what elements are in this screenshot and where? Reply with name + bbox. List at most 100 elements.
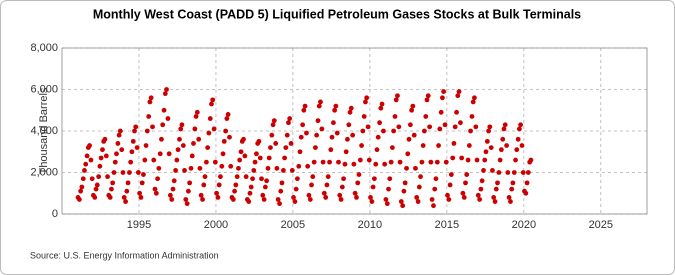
point (458, 120, 463, 126)
point (202, 174, 208, 180)
point (478, 186, 484, 192)
point (111, 170, 117, 175)
point (297, 149, 303, 155)
point (98, 155, 104, 161)
point (384, 201, 390, 207)
point (523, 190, 529, 196)
point (483, 149, 489, 155)
point (92, 195, 98, 200)
point (169, 197, 175, 202)
point (309, 182, 314, 188)
point (350, 132, 356, 138)
point (343, 149, 349, 155)
point (189, 153, 195, 159)
point (119, 147, 125, 153)
point (481, 168, 486, 173)
point (201, 182, 207, 188)
point (493, 186, 499, 192)
point (79, 184, 85, 190)
point (306, 192, 312, 198)
point (418, 174, 423, 180)
point (323, 195, 329, 200)
point (80, 176, 86, 182)
point (470, 99, 476, 105)
x-tick-label: 2000 (204, 219, 228, 231)
point (128, 159, 134, 165)
point (328, 147, 334, 153)
point (397, 159, 403, 165)
point (82, 168, 87, 173)
point (187, 180, 193, 186)
point (200, 197, 205, 202)
point (498, 147, 504, 153)
point (491, 195, 497, 200)
point (348, 105, 354, 111)
point (185, 188, 191, 194)
point (236, 165, 241, 171)
y-tick-label: 2,000 (30, 166, 58, 178)
point (314, 132, 320, 138)
point (270, 122, 276, 128)
point (447, 182, 453, 188)
point (273, 141, 279, 146)
point (174, 157, 180, 163)
point (135, 170, 141, 175)
point (332, 107, 338, 113)
point (216, 182, 222, 188)
point (183, 197, 189, 202)
point (247, 190, 253, 196)
point (337, 192, 343, 198)
point (484, 138, 490, 144)
point (198, 192, 204, 198)
point (342, 161, 348, 167)
point (296, 163, 302, 169)
point (431, 203, 436, 209)
point (516, 126, 522, 132)
point (243, 174, 249, 180)
point (167, 192, 173, 198)
point (268, 145, 273, 151)
point (230, 197, 236, 202)
point (373, 161, 379, 167)
point (327, 159, 332, 165)
point (132, 128, 137, 134)
point (307, 197, 313, 202)
point (378, 105, 384, 111)
point (206, 130, 212, 136)
point (250, 176, 255, 182)
point (130, 138, 136, 144)
point (112, 159, 118, 165)
point (109, 186, 114, 192)
point (150, 124, 155, 130)
point (188, 165, 194, 171)
point (433, 176, 439, 182)
point (504, 143, 509, 148)
point (141, 172, 146, 177)
point (84, 153, 90, 159)
point (391, 128, 397, 134)
point (284, 132, 290, 138)
point (359, 143, 364, 148)
point (392, 114, 398, 119)
point (387, 176, 393, 182)
point (262, 184, 268, 190)
point (432, 186, 438, 192)
point (511, 170, 517, 175)
point (83, 161, 89, 167)
point (496, 170, 502, 175)
chart-title: Monthly West Coast (PADD 5) Liquified Pe… (93, 7, 581, 21)
point (254, 151, 259, 157)
point (280, 168, 286, 173)
point (207, 116, 213, 121)
point (437, 126, 443, 132)
point (182, 168, 187, 173)
point (165, 116, 171, 121)
point (505, 170, 511, 175)
point (445, 192, 450, 198)
point (515, 136, 521, 142)
point (508, 199, 513, 204)
point (114, 151, 119, 157)
point (427, 124, 433, 130)
point (528, 157, 534, 163)
